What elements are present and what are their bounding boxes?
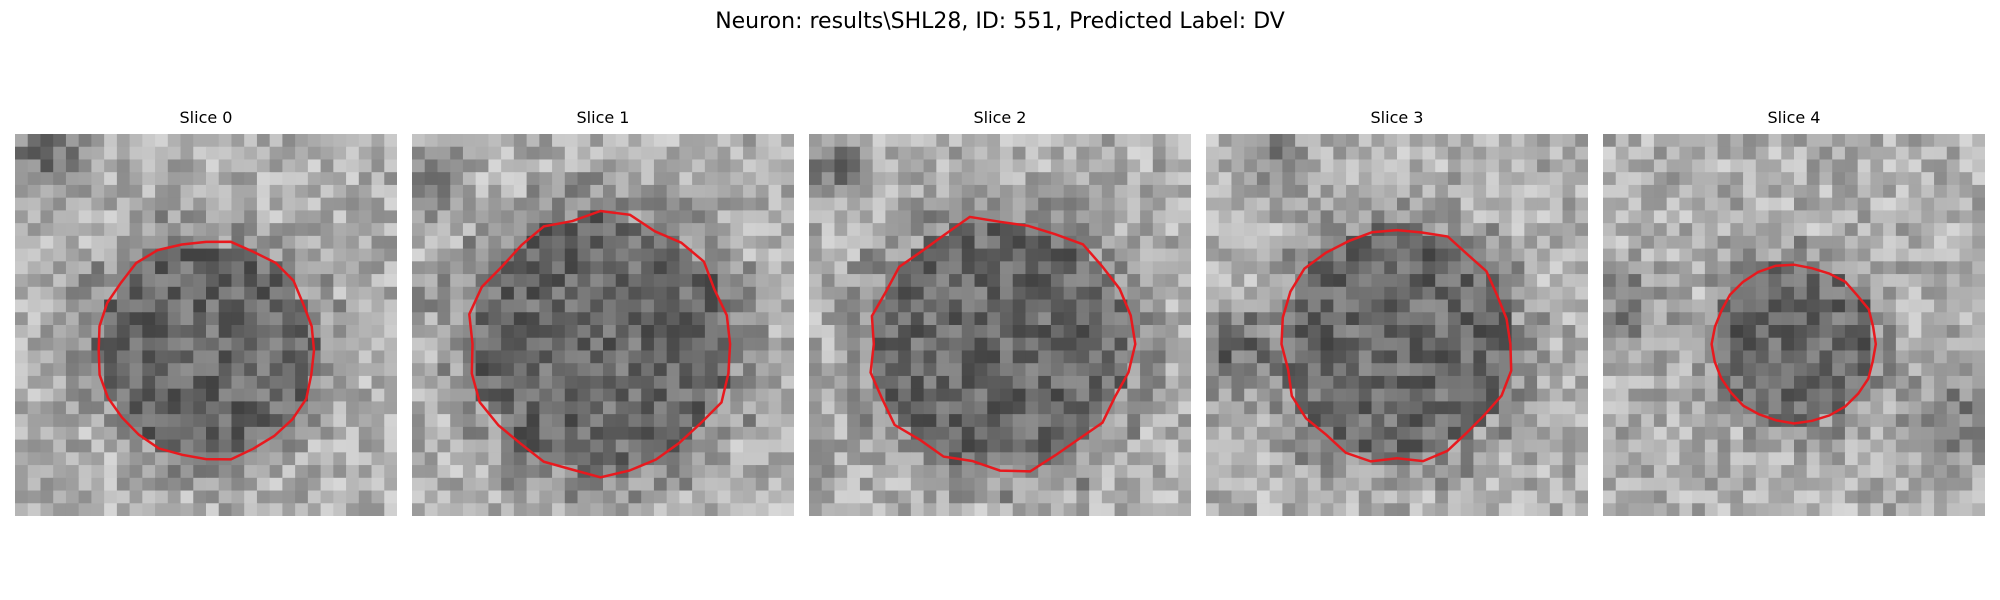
slice-panel-0: Slice 0	[15, 108, 397, 516]
slice-image-4	[1603, 134, 1985, 516]
slice-image-2	[809, 134, 1191, 516]
slice-image-1	[412, 134, 794, 516]
slice-panel-4: Slice 4	[1603, 108, 1985, 516]
cell-contour	[468, 209, 732, 479]
slice-title: Slice 2	[973, 108, 1027, 127]
cell-contour	[1710, 263, 1878, 425]
cell-contour	[1280, 228, 1513, 463]
slice-title: Slice 3	[1370, 108, 1424, 127]
slice-image-0	[15, 134, 397, 516]
cell-contour	[869, 215, 1137, 473]
pixel-grid	[1206, 134, 1588, 516]
slice-panel-1: Slice 1	[412, 108, 794, 516]
figure-title: Neuron: results\SHL28, ID: 551, Predicte…	[715, 9, 1285, 34]
slice-panel-2: Slice 2	[809, 108, 1191, 516]
pixel-grid	[15, 134, 397, 516]
slice-title: Slice 0	[179, 108, 233, 127]
slice-title: Slice 4	[1767, 108, 1821, 127]
slice-panel-3: Slice 3	[1206, 108, 1588, 516]
pixel-grid	[412, 134, 794, 516]
cell-contour	[97, 240, 316, 461]
pixel-grid	[1603, 134, 1985, 516]
slice-image-3	[1206, 134, 1588, 516]
pixel-grid	[809, 134, 1191, 516]
slice-title: Slice 1	[576, 108, 630, 127]
